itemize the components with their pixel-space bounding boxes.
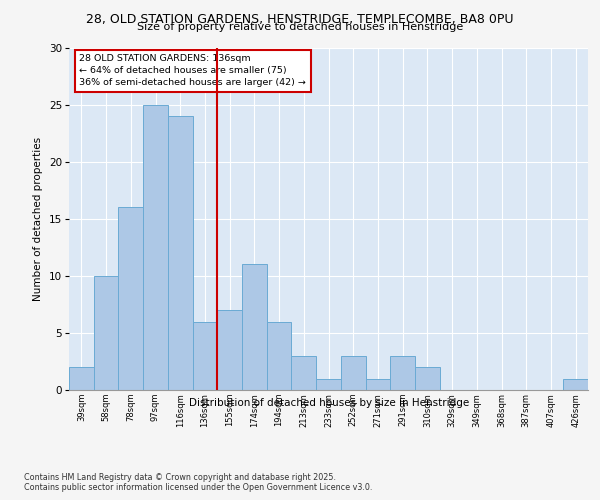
Text: Contains public sector information licensed under the Open Government Licence v3: Contains public sector information licen… [24,484,373,492]
Bar [118,208,143,390]
Text: 28, OLD STATION GARDENS, HENSTRIDGE, TEMPLECOMBE, BA8 0PU: 28, OLD STATION GARDENS, HENSTRIDGE, TEM… [86,12,514,26]
Text: Size of property relative to detached houses in Henstridge: Size of property relative to detached ho… [137,22,463,32]
Bar [267,322,292,390]
Text: Contains HM Land Registry data © Crown copyright and database right 2025.: Contains HM Land Registry data © Crown c… [24,472,336,482]
Bar [242,264,267,390]
Bar [341,356,365,390]
Text: 28 OLD STATION GARDENS: 136sqm
← 64% of detached houses are smaller (75)
36% of : 28 OLD STATION GARDENS: 136sqm ← 64% of … [79,54,306,87]
Bar [316,378,341,390]
Bar [292,356,316,390]
Bar [390,356,415,390]
Bar [217,310,242,390]
Y-axis label: Number of detached properties: Number of detached properties [33,136,43,301]
Bar [94,276,118,390]
Bar [168,116,193,390]
Bar [365,378,390,390]
Bar [415,367,440,390]
Text: Distribution of detached houses by size in Henstridge: Distribution of detached houses by size … [188,398,469,407]
Bar [143,104,168,390]
Bar [563,378,588,390]
Bar [193,322,217,390]
Bar [69,367,94,390]
